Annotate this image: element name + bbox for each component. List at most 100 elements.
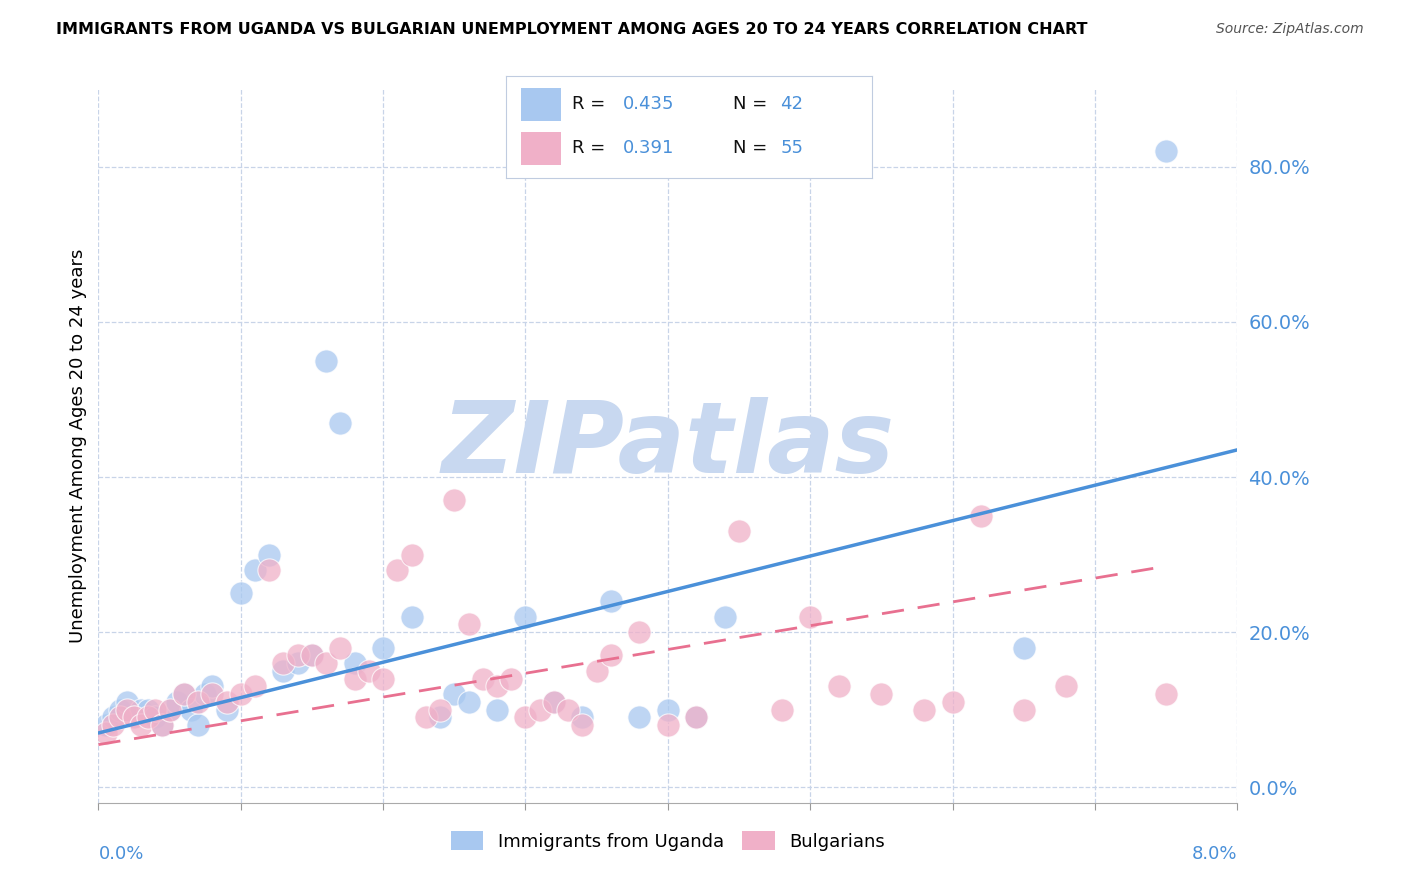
Bar: [520, 132, 561, 165]
Text: 8.0%: 8.0%: [1192, 846, 1237, 863]
Point: [315, 656, 337, 670]
Text: 0.435: 0.435: [623, 95, 675, 112]
Point: [515, 710, 537, 724]
Point: [94, 718, 117, 732]
Point: [728, 524, 751, 539]
Point: [401, 548, 423, 562]
Point: [600, 648, 623, 663]
Point: [329, 640, 352, 655]
Point: [799, 609, 821, 624]
Point: [145, 703, 167, 717]
Point: [1154, 687, 1177, 701]
Point: [543, 695, 565, 709]
Point: [401, 609, 423, 624]
Y-axis label: Unemployment Among Ages 20 to 24 years: Unemployment Among Ages 20 to 24 years: [69, 249, 87, 643]
Point: [657, 703, 679, 717]
Point: [443, 687, 465, 701]
Text: 42: 42: [780, 95, 803, 112]
Point: [173, 687, 195, 701]
Point: [557, 703, 579, 717]
Point: [515, 609, 537, 624]
Point: [387, 563, 409, 577]
Point: [486, 680, 509, 694]
Point: [471, 672, 494, 686]
Point: [870, 687, 893, 701]
Point: [329, 416, 352, 430]
Point: [215, 703, 238, 717]
Point: [287, 656, 309, 670]
Point: [273, 656, 295, 670]
Point: [429, 703, 451, 717]
Point: [115, 695, 138, 709]
Point: [287, 648, 309, 663]
Point: [243, 563, 266, 577]
Point: [600, 594, 623, 608]
Point: [145, 710, 167, 724]
Point: [585, 664, 607, 678]
Point: [129, 703, 152, 717]
Point: [115, 703, 138, 717]
Point: [201, 687, 224, 701]
Point: [628, 710, 651, 724]
Point: [685, 710, 707, 724]
Point: [529, 703, 551, 717]
Point: [315, 353, 337, 368]
Point: [94, 726, 117, 740]
Point: [912, 703, 935, 717]
Point: [371, 672, 394, 686]
Point: [301, 648, 323, 663]
Text: 55: 55: [780, 138, 803, 157]
Point: [136, 703, 159, 717]
Text: R =: R =: [572, 95, 605, 112]
Point: [122, 710, 145, 724]
Point: [970, 508, 993, 523]
Text: 0.0%: 0.0%: [98, 846, 143, 863]
Point: [173, 687, 195, 701]
Text: Source: ZipAtlas.com: Source: ZipAtlas.com: [1216, 22, 1364, 37]
Point: [429, 710, 451, 724]
Point: [259, 563, 281, 577]
Point: [714, 609, 737, 624]
Point: [657, 718, 679, 732]
Point: [159, 703, 181, 717]
Point: [194, 687, 217, 701]
Point: [201, 680, 224, 694]
Point: [166, 695, 188, 709]
Point: [229, 586, 252, 600]
Point: [273, 664, 295, 678]
Point: [180, 703, 202, 717]
Text: ZIPatlas: ZIPatlas: [441, 398, 894, 494]
Point: [259, 548, 281, 562]
Point: [215, 695, 238, 709]
Text: N =: N =: [733, 95, 768, 112]
Legend: Immigrants from Uganda, Bulgarians: Immigrants from Uganda, Bulgarians: [444, 824, 891, 858]
Point: [343, 656, 366, 670]
Point: [108, 710, 131, 724]
Point: [343, 672, 366, 686]
Point: [243, 680, 266, 694]
Point: [187, 695, 209, 709]
Point: [371, 640, 394, 655]
Point: [942, 695, 965, 709]
Point: [685, 710, 707, 724]
Point: [543, 695, 565, 709]
Point: [301, 648, 323, 663]
Point: [152, 718, 174, 732]
Text: N =: N =: [733, 138, 768, 157]
Point: [1012, 640, 1035, 655]
Point: [122, 710, 145, 724]
Bar: [520, 88, 561, 121]
Point: [628, 625, 651, 640]
Point: [443, 493, 465, 508]
Point: [152, 718, 174, 732]
Point: [457, 695, 479, 709]
Point: [101, 710, 124, 724]
Point: [229, 687, 252, 701]
Point: [1154, 145, 1177, 159]
Point: [187, 718, 209, 732]
Point: [108, 703, 131, 717]
Point: [486, 703, 509, 717]
Point: [571, 710, 593, 724]
Text: R =: R =: [572, 138, 605, 157]
Point: [136, 710, 159, 724]
